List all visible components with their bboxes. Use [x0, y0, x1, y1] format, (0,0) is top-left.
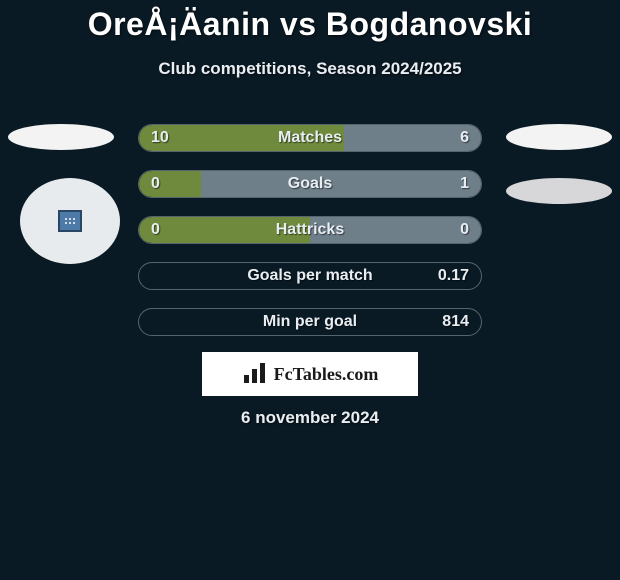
page-title: OreÅ¡Äanin vs Bogdanovski — [0, 0, 620, 43]
stat-right-value: 0.17 — [438, 263, 469, 289]
stat-label: Hattricks — [139, 217, 481, 243]
stat-right-value: 814 — [442, 309, 469, 335]
subtitle: Club competitions, Season 2024/2025 — [0, 59, 620, 79]
club-badge-pattern — [64, 217, 76, 225]
stat-row: Goals per match0.17 — [138, 262, 482, 290]
stat-row: Matches10 6 — [138, 124, 482, 152]
stat-right-value: 0 — [460, 217, 469, 243]
stat-row: Min per goal814 — [138, 308, 482, 336]
stat-row: Hattricks0 0 — [138, 216, 482, 244]
stat-right-value: 6 — [460, 125, 469, 151]
club-badge-icon — [58, 210, 82, 232]
brand-badge: FcTables.com — [202, 352, 418, 396]
stat-left-value: 10 — [151, 125, 169, 151]
brand-text: FcTables.com — [274, 364, 379, 385]
stat-row: Goals0 1 — [138, 170, 482, 198]
player2-marker-mid — [506, 178, 612, 204]
title-player1: OreÅ¡Äanin — [88, 6, 271, 42]
stat-label: Min per goal — [139, 309, 481, 335]
stat-label: Goals per match — [139, 263, 481, 289]
title-vs: vs — [280, 6, 317, 42]
title-player2: Bogdanovski — [326, 6, 532, 42]
stat-label: Goals — [139, 171, 481, 197]
player1-marker-top — [8, 124, 114, 150]
stat-label: Matches — [139, 125, 481, 151]
stats-table: Matches106Goals01Hattricks00Goals per ma… — [138, 124, 482, 354]
stat-left-value: 0 — [151, 171, 160, 197]
player2-marker-top — [506, 124, 612, 150]
stat-left-value: 0 — [151, 217, 160, 243]
brand-bars-icon — [242, 363, 268, 385]
stat-right-value: 1 — [460, 171, 469, 197]
player1-club-badge — [20, 178, 120, 264]
comparison-card: OreÅ¡Äanin vs Bogdanovski Club competiti… — [0, 0, 620, 580]
date-label: 6 november 2024 — [0, 408, 620, 428]
